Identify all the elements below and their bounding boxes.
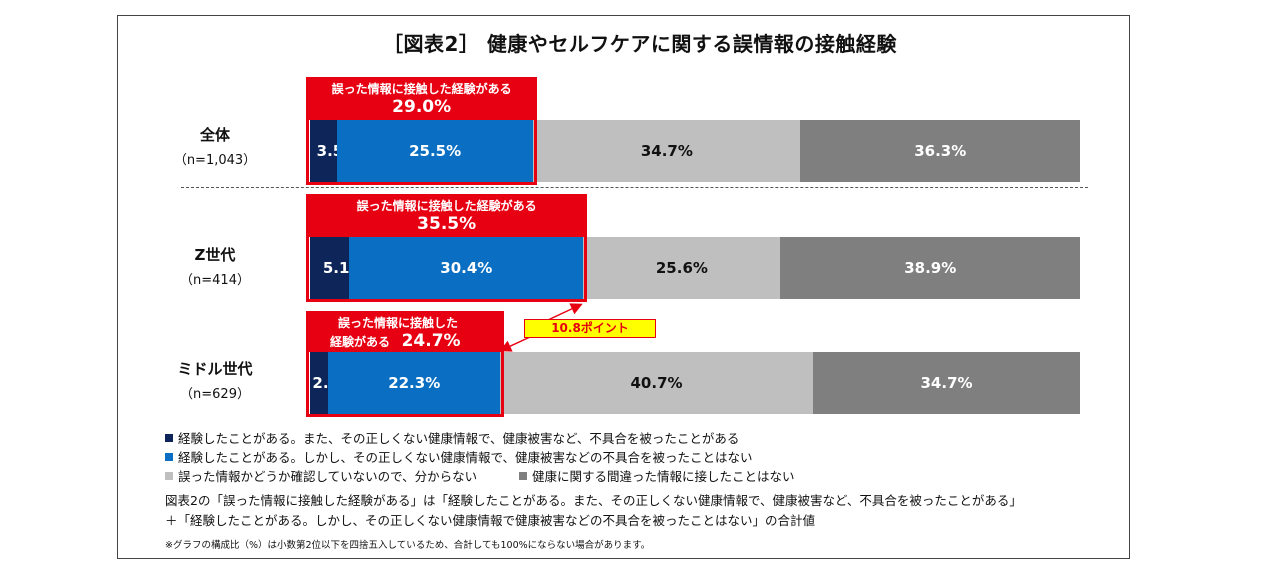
row-label-genz: Z世代 （n=414） [160,244,270,288]
data-label: 34.7% [920,374,973,392]
highlight-text-line1: 誤った情報に接触した [338,316,459,330]
row-label-middle: ミドル世代 （n=629） [160,358,270,402]
arrow-to-genz [547,303,583,321]
row-label-all: 全体 （n=1,043） [160,124,270,168]
row-name: ミドル世代 [177,360,253,378]
legend-item-1: 経験したことがある。しかし、その正しくない健康情報で、健康被害などの不具合を被っ… [165,447,753,466]
data-label: 25.6% [655,259,708,277]
row-sample-size: （n=629） [180,387,250,402]
note-line-2: ＋「経験したことがある。しかし、その正しくない健康情報で健康被害などの不具合を被… [165,513,816,528]
data-label: 30.4% [440,259,493,277]
highlight-text-line2-row: 経験がある 24.7% [306,331,504,351]
row-divider [181,187,1088,188]
highlight-label-all: 誤った情報に接触した経験がある 29.0% [306,77,538,119]
row-sample-size: （n=414） [180,273,250,288]
bar-segment-unknown: 34.7% [533,120,801,182]
row-name: 全体 [199,126,230,144]
legend-text: 経験したことがある。また、その正しくない健康情報で、健康被害など、不具合を被った… [178,431,740,446]
legend-swatch [519,472,527,480]
bar-all: 3.5%25.5%34.7%36.3% [310,120,1080,182]
bar-genz: 5.1% 30.4% 25.6% 38.9% [310,237,1080,299]
data-label: 25.5% [409,142,462,160]
highlight-percent: 29.0% [392,97,452,117]
legend-swatch [165,472,173,480]
data-label: 36.3% [914,142,967,160]
legend-item-3: 健康に関する間違った情報に接したことはない [519,466,795,485]
data-label: 38.9% [904,259,957,277]
highlight-text-line2: 経験がある [330,335,391,349]
bar-segment-never: 34.7% [813,352,1080,414]
row-name: Z世代 [194,246,236,264]
legend-item-2: 誤った情報かどうか確認していないので、分からない [165,466,477,485]
highlight-percent: 24.7% [401,331,461,351]
bar-segment-never: 38.9% [780,237,1080,299]
bar-segment-not-harmed: 25.5% [336,120,534,182]
legend-swatch [165,434,173,442]
bar-segment-never: 36.3% [800,120,1080,182]
legend-swatch [165,453,173,461]
data-label: 34.7% [640,142,693,160]
note-line-1: 図表2の「誤った情報に接触した経験がある」は「経験したことがある。また、その正し… [165,493,1022,508]
chart-title: ［図表2］ 健康やセルフケアに関する誤情報の接触経験 [383,32,897,56]
highlight-percent: 35.5% [417,214,477,234]
bar-segment-not-harmed: 22.3% [328,352,500,414]
footnote: ※グラフの構成比（%）は小数第2位以下を四捨五入しているため、合計しても100%… [165,540,651,551]
highlight-text: 誤った情報に接触した経験がある [331,82,512,96]
data-label: 40.7% [630,374,683,392]
highlight-text: 誤った情報に接触した経験がある [356,199,537,213]
highlight-label-genz: 誤った情報に接触した経験がある 35.5% [306,194,588,236]
bar-segment-unknown: 40.7% [500,352,814,414]
difference-callout: 10.8ポイント [524,319,656,338]
row-sample-size: （n=1,043） [173,153,257,168]
highlight-label-middle: 誤った情報に接触した 経験がある 24.7% [306,311,504,351]
bar-segment-not-harmed: 30.4% [349,237,584,299]
bar-middle: 2.4%22.3%40.7%34.7% [310,352,1080,414]
legend-item-0: 経験したことがある。また、その正しくない健康情報で、健康被害など、不具合を被った… [165,428,739,447]
bar-segment-unknown: 25.6% [583,237,781,299]
data-label: 22.3% [388,374,441,392]
legend-text: 誤った情報かどうか確認していないので、分からない [178,469,478,484]
legend-text: 健康に関する間違った情報に接したことはない [532,469,795,484]
arrow-to-middle [499,336,531,352]
legend-text: 経験したことがある。しかし、その正しくない健康情報で、健康被害などの不具合を被っ… [178,450,753,465]
